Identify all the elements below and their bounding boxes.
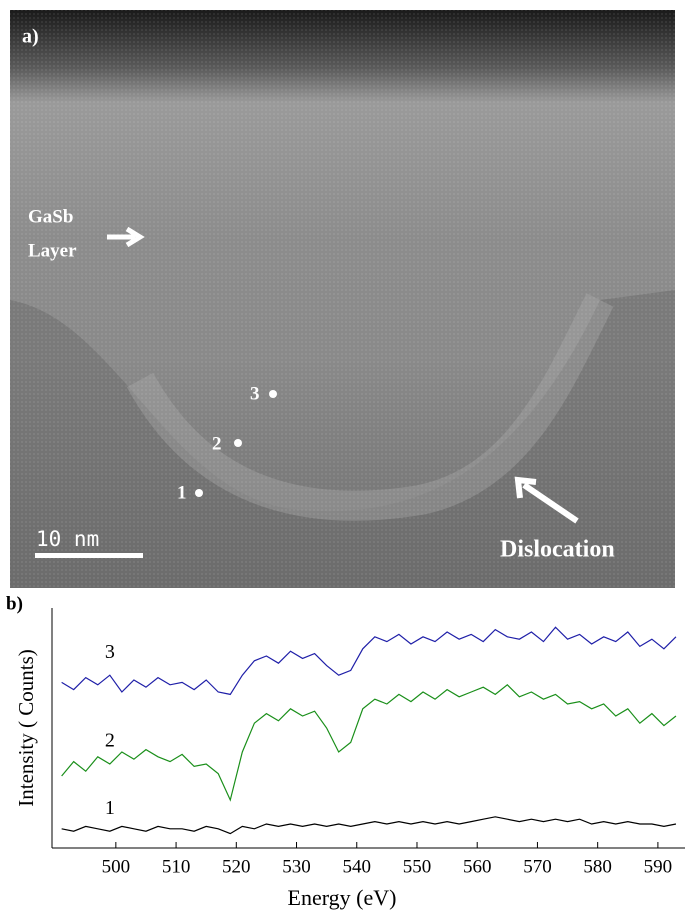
figure: a) GaSb Layer 3 2 1 10 nm Dislocation b)… xyxy=(0,0,685,914)
series-line xyxy=(62,685,676,800)
series-line xyxy=(62,627,676,694)
point-label: 1 xyxy=(177,482,187,503)
x-tick-label: 510 xyxy=(162,856,191,877)
panel-label: a) xyxy=(22,26,39,48)
x-tick-label: 550 xyxy=(403,856,432,877)
x-axis-title: Energy (eV) xyxy=(288,885,397,910)
dislocation-label: Dislocation xyxy=(500,537,615,563)
x-tick-label: 580 xyxy=(583,856,612,877)
series-label: 3 xyxy=(105,641,115,663)
series-line xyxy=(62,817,676,834)
x-tick-label: 520 xyxy=(222,856,251,877)
x-tick-label: 570 xyxy=(523,856,552,877)
panel-label: b) xyxy=(6,593,23,614)
layer-label: Layer xyxy=(28,240,77,261)
micrograph: a) GaSb Layer 3 2 1 10 nm Dislocation xyxy=(10,10,675,588)
scale-bar xyxy=(35,553,143,558)
x-tick-label: 530 xyxy=(282,856,311,877)
point xyxy=(234,439,242,447)
x-tick-label: 590 xyxy=(644,856,673,877)
point-label: 2 xyxy=(212,433,222,454)
layer-label: GaSb xyxy=(28,206,73,227)
series-label: 2 xyxy=(105,730,115,752)
point xyxy=(195,489,203,497)
series-label: 1 xyxy=(105,797,115,819)
point xyxy=(269,390,277,398)
x-tick-label: 500 xyxy=(102,856,131,877)
page: a) GaSb Layer 3 2 1 10 nm Dislocation b)… xyxy=(0,0,685,914)
x-tick-label: 540 xyxy=(343,856,372,877)
point-label: 3 xyxy=(250,383,260,404)
x-tick-label: 560 xyxy=(463,856,492,877)
scale-bar-label: 10 nm xyxy=(36,527,99,551)
y-axis-title: Intensity ( Counts) xyxy=(14,649,38,807)
